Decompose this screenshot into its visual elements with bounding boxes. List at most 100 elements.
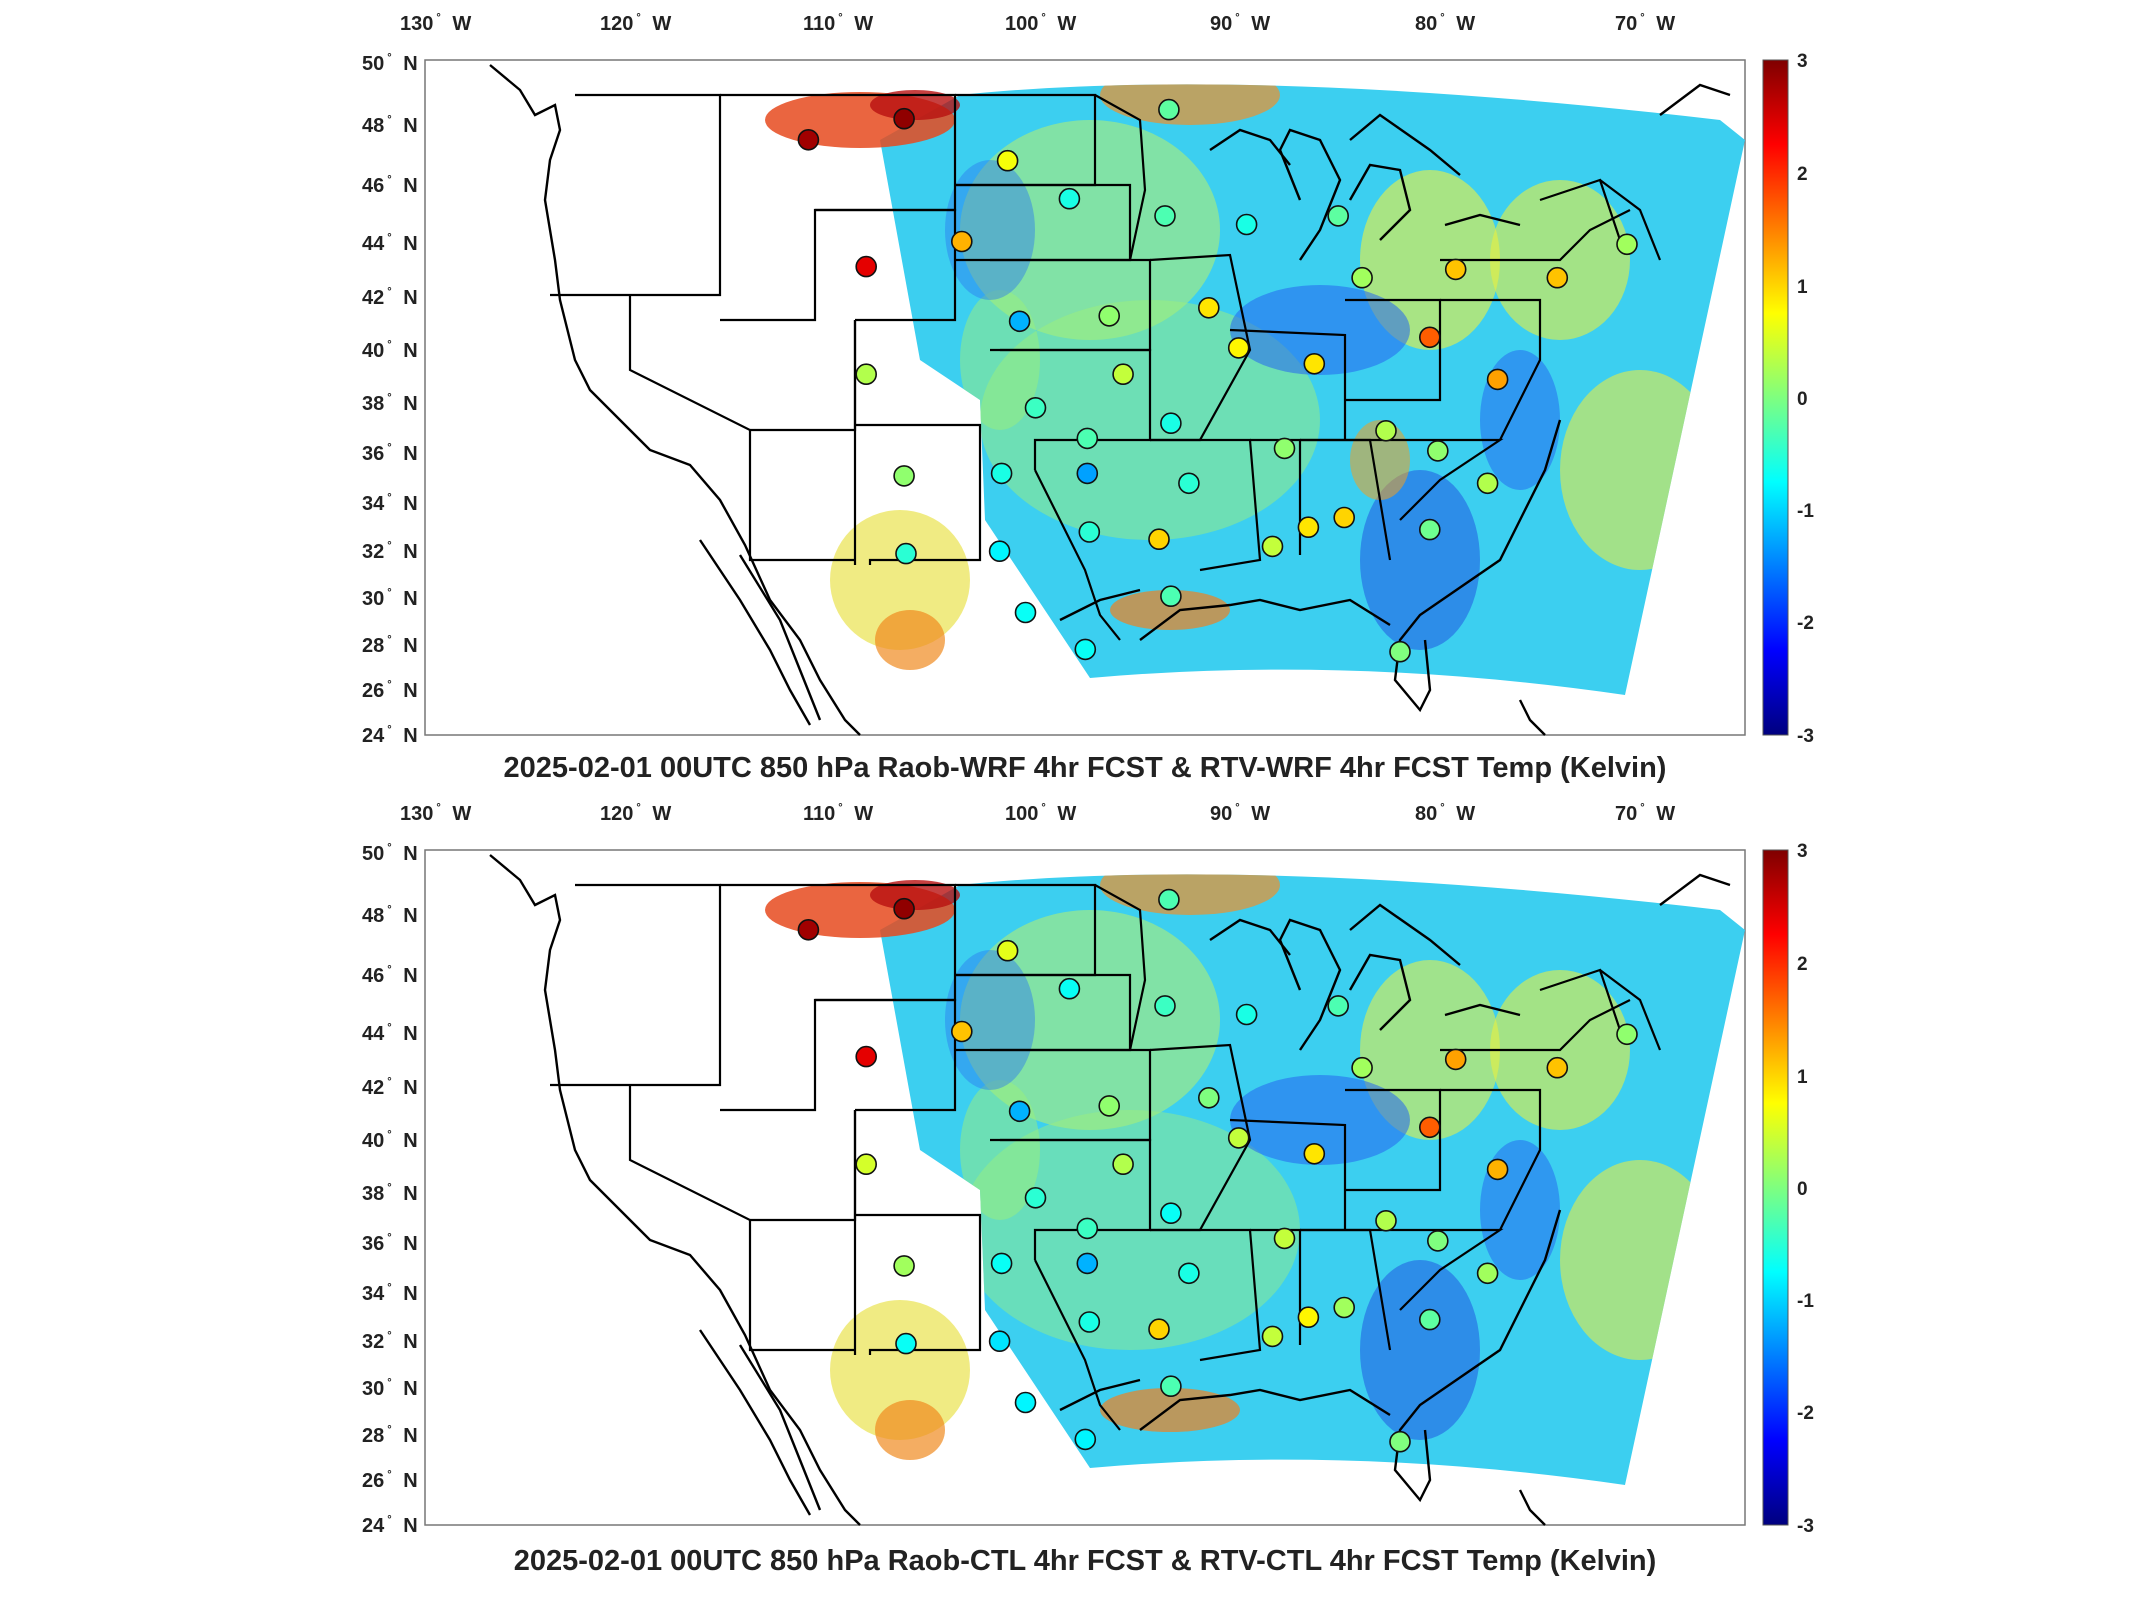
lat-label: 46 ° N (362, 956, 418, 987)
state-borders (489, 64, 1731, 736)
station-marker (988, 1330, 1011, 1353)
station-marker (1444, 258, 1467, 281)
station-marker (1178, 472, 1200, 495)
map-figure: 130 ° W 120 ° W 110 ° W 100 ° W 90 ° W 80 ° W … (362, 794, 1814, 1577)
lon-label: 90 ° W (1210, 4, 1270, 35)
lat-label: 48 ° N (362, 896, 418, 927)
colorbar-tick: -2 (1797, 1403, 1814, 1424)
station-marker (855, 363, 878, 386)
station-marker (1546, 1056, 1569, 1079)
station-marker (1014, 601, 1037, 624)
station-marker (1476, 1262, 1499, 1285)
lon-label: 70 ° W (1615, 4, 1675, 35)
station-marker (1333, 1296, 1355, 1319)
lat-label: 40 ° N (362, 331, 418, 362)
lon-label: 110 ° W (803, 4, 873, 35)
station-marker (1158, 888, 1180, 911)
station-marker (1148, 528, 1170, 551)
station-marker (1297, 1306, 1320, 1329)
lat-label: 36 ° N (362, 434, 418, 465)
station-marker (1427, 1230, 1449, 1252)
lat-label: 26 ° N (362, 671, 418, 702)
lon-label: 120 ° W (600, 4, 671, 35)
lon-label: 130 ° W (400, 794, 471, 825)
colorbar: 3 2 1 0 -1 -2 -3 (1762, 841, 1814, 1537)
lat-label: 28 ° N (362, 626, 418, 657)
station-marker (1198, 296, 1220, 319)
lat-label: 38 ° N (362, 1174, 418, 1205)
station-marker (1098, 305, 1120, 327)
colorbar-tick: -3 (1797, 726, 1814, 747)
lat-label: 26 ° N (362, 1461, 418, 1492)
station-marker (996, 149, 1019, 172)
lat-label: 44 ° N (362, 224, 418, 255)
station-marker (1375, 419, 1397, 442)
station-marker (1486, 1158, 1509, 1181)
station-marker (1160, 412, 1182, 435)
station-marker (1024, 1186, 1047, 1209)
station-marker (1486, 368, 1509, 391)
station-marker (1112, 1153, 1134, 1176)
lat-label: 24 ° N (362, 1506, 418, 1537)
lon-label: 70 ° W (1615, 794, 1675, 825)
station-marker (1160, 585, 1182, 608)
lon-label: 100 ° W (1005, 4, 1076, 35)
lon-label: 100 ° W (1005, 794, 1076, 825)
station-marker (1148, 1318, 1170, 1341)
station-marker (1058, 187, 1081, 210)
station-marker (1419, 1308, 1441, 1331)
station-marker (950, 230, 973, 253)
lat-label: 42 ° N (362, 278, 418, 309)
station-marker (1419, 518, 1441, 541)
station-marker (1076, 427, 1099, 450)
station-marker (1076, 1252, 1099, 1275)
state-borders (489, 854, 1731, 1526)
station-marker (990, 462, 1013, 485)
station-marker (1198, 1086, 1220, 1109)
latitude-axis: 50 ° N 48 ° N 46 ° N 44 ° N 42 ° N 40 ° N 38 ° … (362, 834, 418, 1537)
colorbar-tick: 1 (1797, 277, 1808, 298)
station-marker (1327, 205, 1349, 227)
station-marker (1178, 1262, 1200, 1285)
colorbar-tick: 2 (1797, 164, 1808, 185)
lon-label: 120 ° W (600, 794, 671, 825)
station-marker (797, 129, 820, 151)
lat-label: 48 ° N (362, 106, 418, 137)
station-marker (1227, 1127, 1250, 1149)
lat-label: 46 ° N (362, 166, 418, 197)
raob-stations (797, 98, 1638, 663)
station-marker (893, 897, 915, 920)
station-marker (1098, 1095, 1120, 1117)
station-marker (1014, 1391, 1037, 1414)
station-marker (990, 1252, 1013, 1275)
colorbar-tick: -2 (1797, 613, 1814, 634)
colorbar-tick: 3 (1797, 841, 1808, 862)
station-marker (855, 1045, 878, 1068)
station-marker (1160, 1202, 1182, 1225)
station-marker (1078, 1311, 1101, 1333)
station-marker (1444, 1048, 1467, 1071)
lat-label: 28 ° N (362, 1416, 418, 1447)
longitude-axis: 130 ° W 120 ° W 110 ° W 100 ° W 90 ° W 80 ° W … (400, 4, 1675, 35)
station-marker (1303, 352, 1326, 375)
station-marker (855, 1153, 878, 1176)
panel-title: 2025-02-01 00UTC 850 hPa Raob-WRF 4hr FC… (504, 752, 1667, 784)
station-marker (1024, 396, 1047, 419)
colorbar-tick: 3 (1797, 51, 1808, 72)
station-marker (1227, 337, 1250, 359)
panel-title: 2025-02-01 00UTC 850 hPa Raob-CTL 4hr FC… (514, 1545, 1657, 1577)
station-marker (1078, 521, 1101, 543)
station-marker (996, 939, 1019, 962)
station-marker (1327, 995, 1349, 1017)
lat-label: 38 ° N (362, 384, 418, 415)
lat-label: 30 ° N (362, 579, 418, 610)
station-marker (1154, 995, 1176, 1017)
raob-stations (797, 888, 1638, 1453)
lat-label: 50 ° N (362, 834, 418, 865)
lat-label: 50 ° N (362, 44, 418, 75)
lat-label: 36 ° N (362, 1224, 418, 1255)
colorbar-gradient (1762, 59, 1789, 736)
station-marker (1112, 363, 1134, 386)
colorbar-tick: 2 (1797, 954, 1808, 975)
station-marker (1351, 266, 1373, 289)
